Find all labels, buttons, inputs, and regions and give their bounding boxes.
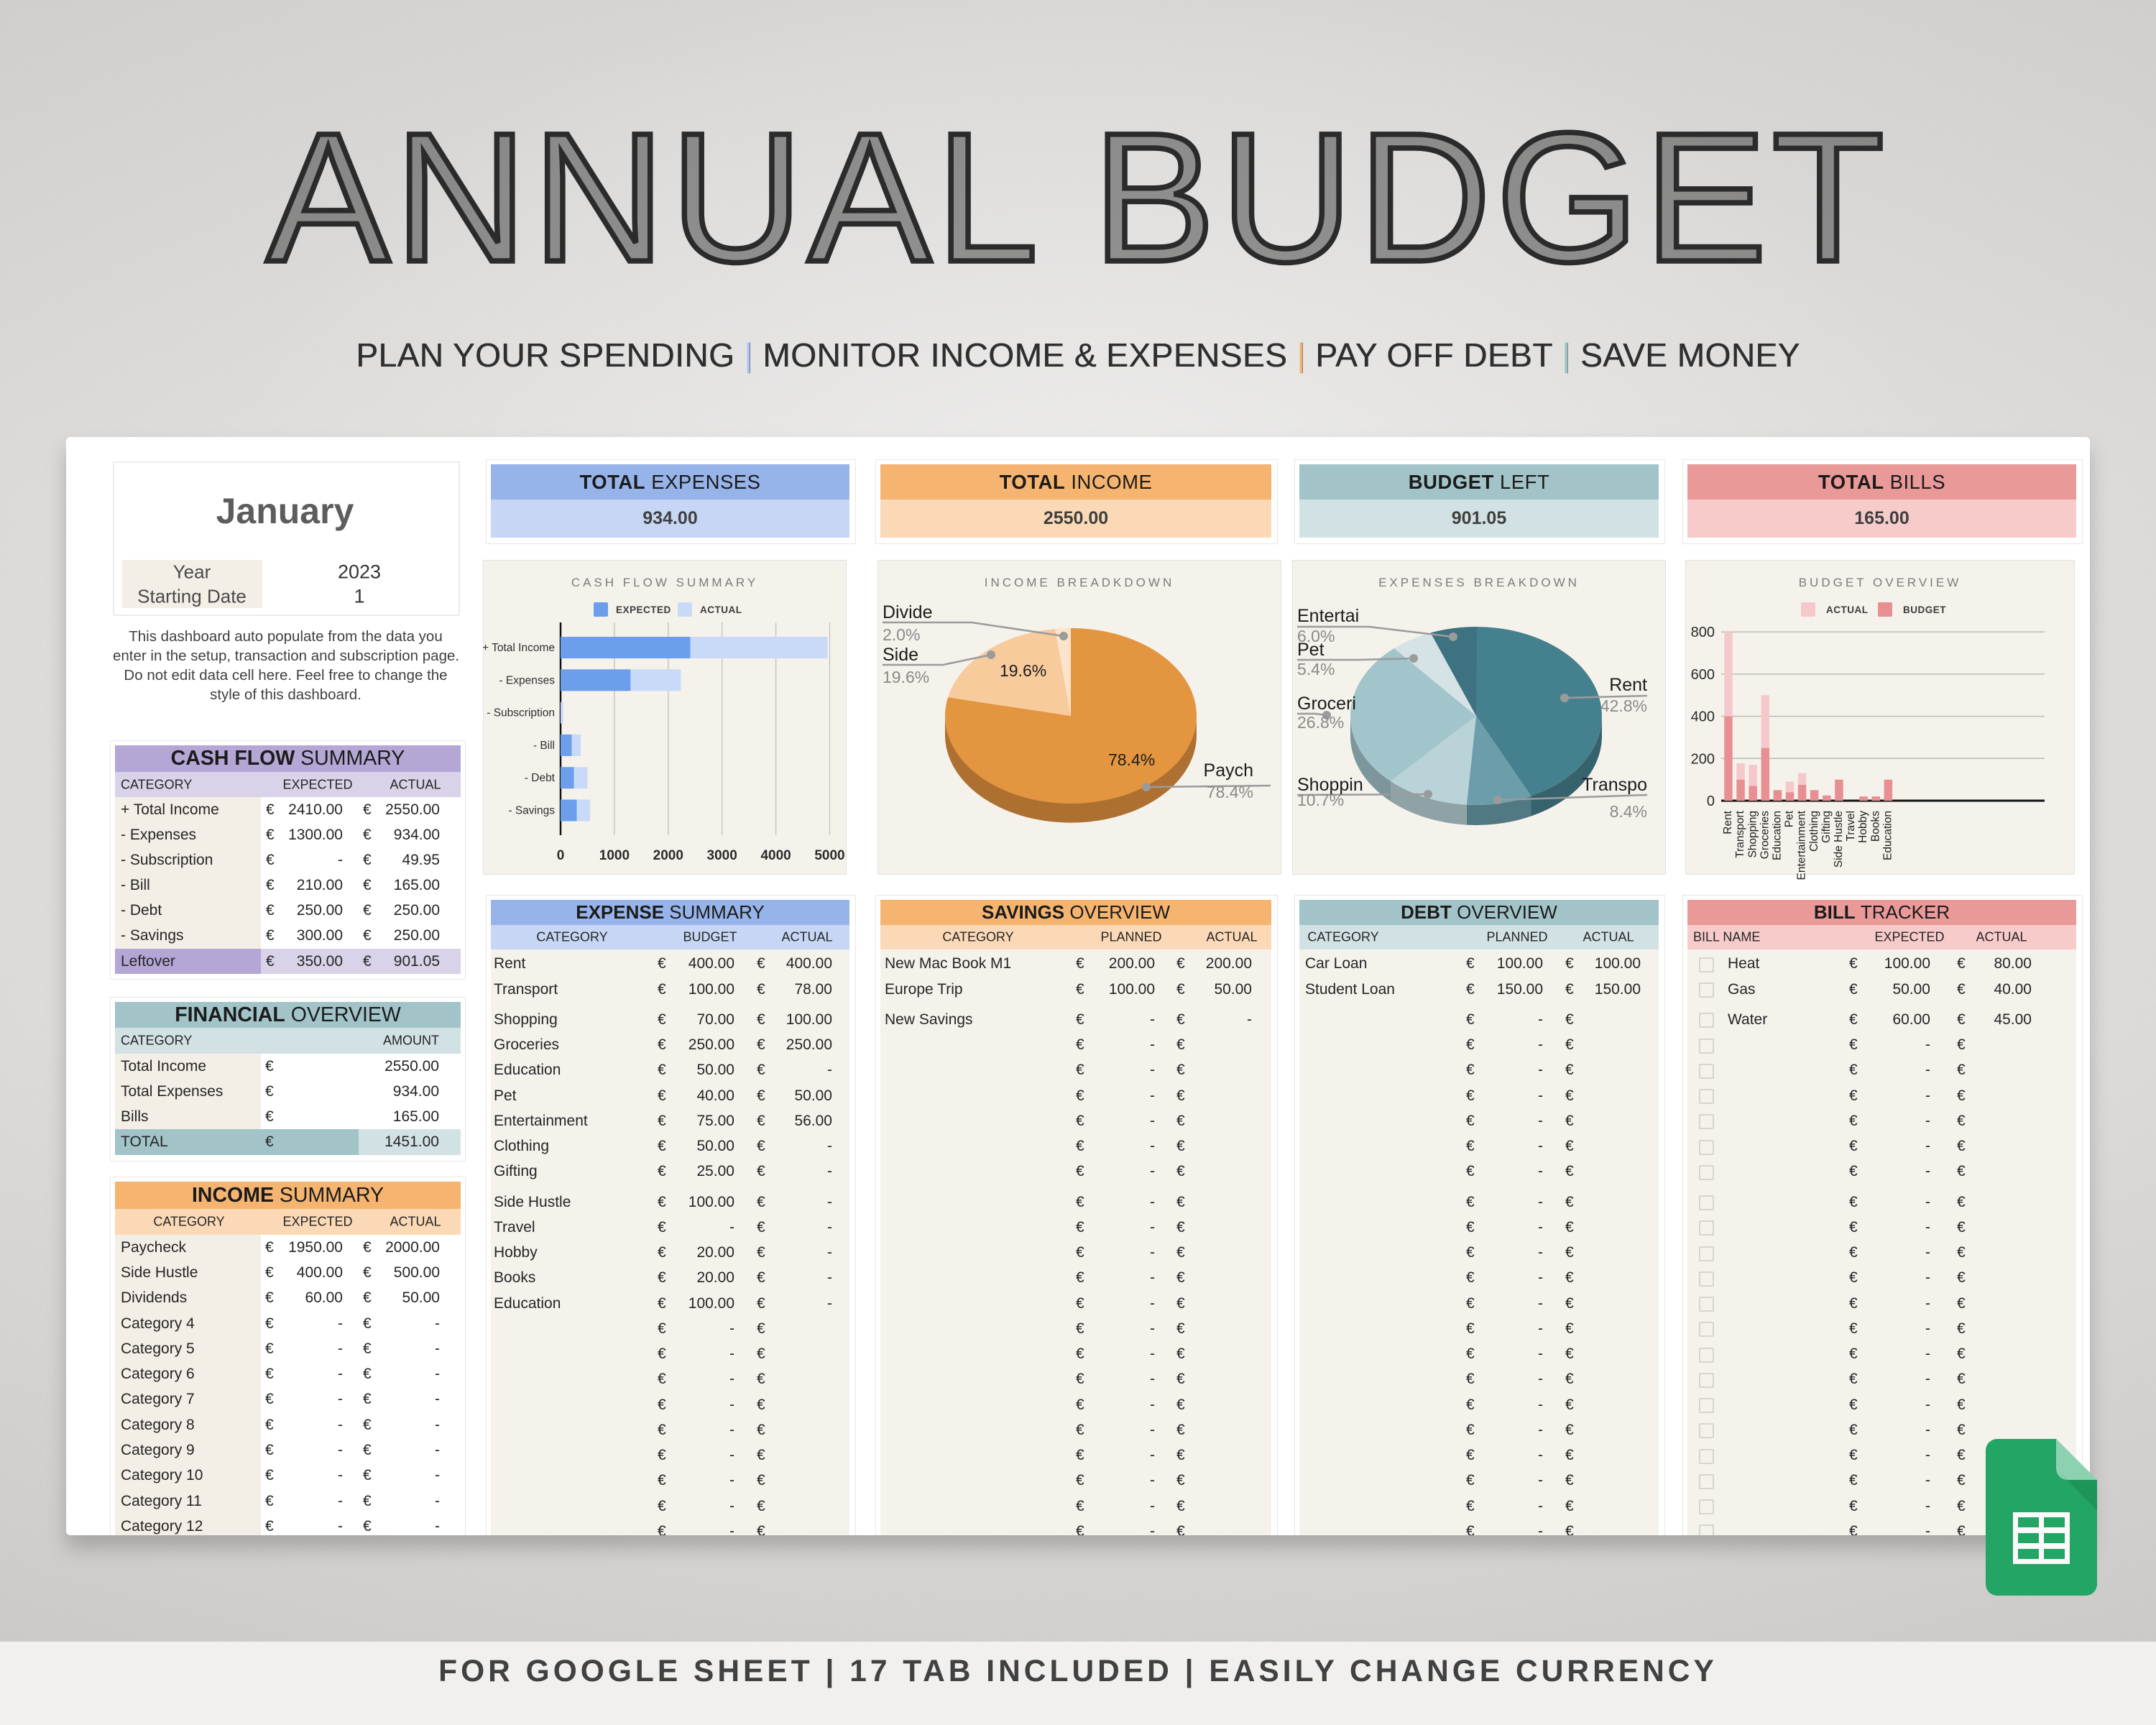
- svg-text:Pet: Pet: [1784, 810, 1796, 827]
- svg-text:0: 0: [1707, 794, 1715, 809]
- svg-text:5000: 5000: [814, 848, 844, 863]
- svg-text:19.6%: 19.6%: [883, 668, 929, 686]
- svg-text:400: 400: [1691, 709, 1715, 725]
- svg-text:+ Total Income: + Total Income: [483, 642, 555, 654]
- svg-text:Entertai: Entertai: [1297, 606, 1359, 626]
- svg-text:EXPECTED: EXPECTED: [616, 604, 671, 615]
- svg-text:BUDGET: BUDGET: [1903, 604, 1946, 615]
- svg-text:ACTUAL: ACTUAL: [1826, 604, 1869, 615]
- svg-text:2000: 2000: [653, 848, 683, 863]
- svg-text:- Debt: - Debt: [525, 772, 556, 784]
- svg-text:Groceries: Groceries: [1759, 811, 1771, 859]
- svg-text:4000: 4000: [760, 848, 791, 863]
- svg-text:600: 600: [1691, 667, 1715, 683]
- svg-text:Shopping: Shopping: [1746, 811, 1759, 858]
- svg-text:Groceri: Groceri: [1297, 694, 1356, 714]
- svg-text:Transpo: Transpo: [1582, 775, 1647, 795]
- svg-text:Pet: Pet: [1297, 640, 1325, 660]
- svg-text:Travel: Travel: [1845, 811, 1857, 842]
- svg-text:Paych: Paych: [1204, 760, 1253, 781]
- svg-text:Rent: Rent: [1609, 675, 1647, 695]
- svg-text:Shoppin: Shoppin: [1297, 775, 1363, 795]
- svg-text:5.4%: 5.4%: [1297, 660, 1335, 678]
- svg-text:800: 800: [1691, 625, 1715, 640]
- svg-text:200: 200: [1691, 751, 1715, 767]
- svg-text:42.8%: 42.8%: [1600, 696, 1647, 715]
- svg-text:Hobby: Hobby: [1857, 811, 1869, 843]
- svg-text:- Savings: - Savings: [508, 805, 555, 817]
- svg-text:Gifting: Gifting: [1820, 811, 1833, 843]
- svg-text:78.4%: 78.4%: [1207, 783, 1253, 801]
- svg-text:0: 0: [557, 848, 565, 863]
- svg-text:- Subscription: - Subscription: [487, 707, 555, 719]
- svg-text:10.7%: 10.7%: [1297, 791, 1344, 809]
- svg-text:6.0%: 6.0%: [1297, 627, 1335, 645]
- svg-text:Education: Education: [1771, 811, 1783, 860]
- svg-text:Books: Books: [1869, 811, 1881, 842]
- svg-text:26.8%: 26.8%: [1297, 713, 1344, 732]
- svg-text:Clothing: Clothing: [1808, 811, 1820, 852]
- svg-text:Entertainment: Entertainment: [1796, 810, 1808, 880]
- svg-text:ACTUAL: ACTUAL: [700, 604, 742, 615]
- svg-text:Education: Education: [1881, 811, 1894, 860]
- svg-text:19.6%: 19.6%: [1000, 661, 1046, 680]
- svg-text:2.0%: 2.0%: [883, 625, 920, 644]
- svg-text:78.4%: 78.4%: [1108, 750, 1155, 769]
- svg-text:Divide: Divide: [883, 602, 932, 622]
- svg-text:- Bill: - Bill: [533, 740, 555, 752]
- svg-text:Side Hustle: Side Hustle: [1833, 811, 1845, 868]
- svg-text:3000: 3000: [707, 848, 737, 863]
- svg-text:Side: Side: [883, 645, 918, 665]
- svg-text:- Expenses: - Expenses: [499, 674, 555, 686]
- svg-text:Rent: Rent: [1722, 810, 1734, 834]
- svg-text:8.4%: 8.4%: [1610, 802, 1647, 821]
- svg-text:1000: 1000: [599, 848, 630, 863]
- svg-text:Transport: Transport: [1734, 810, 1746, 857]
